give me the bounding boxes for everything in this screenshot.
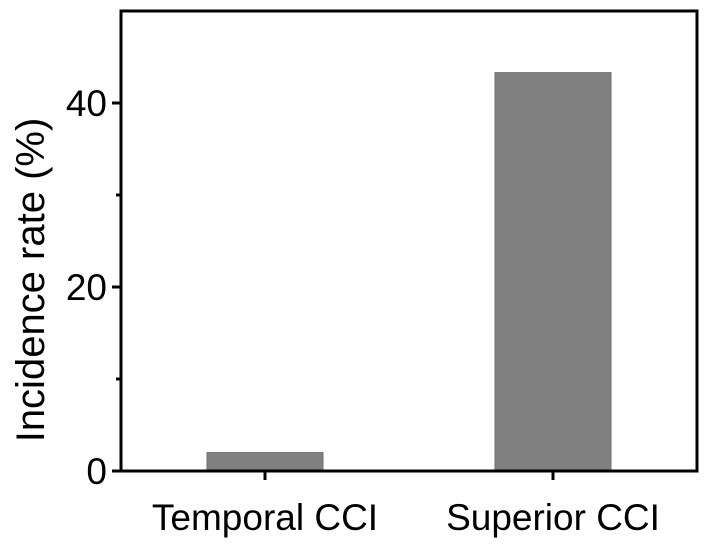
plot-frame: [119, 9, 699, 473]
plot-area: 0 20 40 Temporal CCI Superior CCI: [66, 9, 699, 538]
y-tick-label: 40: [66, 83, 107, 124]
y-tick-label: 20: [66, 267, 107, 308]
y-tick-label: 0: [86, 451, 107, 492]
x-tick-label: Temporal CCI: [152, 497, 378, 538]
x-tick-label: Superior CCI: [446, 497, 660, 538]
bar-temporal-cci: [206, 452, 324, 472]
bar-superior-cci: [494, 72, 612, 472]
y-axis-label: Incidence rate (%): [9, 118, 53, 443]
